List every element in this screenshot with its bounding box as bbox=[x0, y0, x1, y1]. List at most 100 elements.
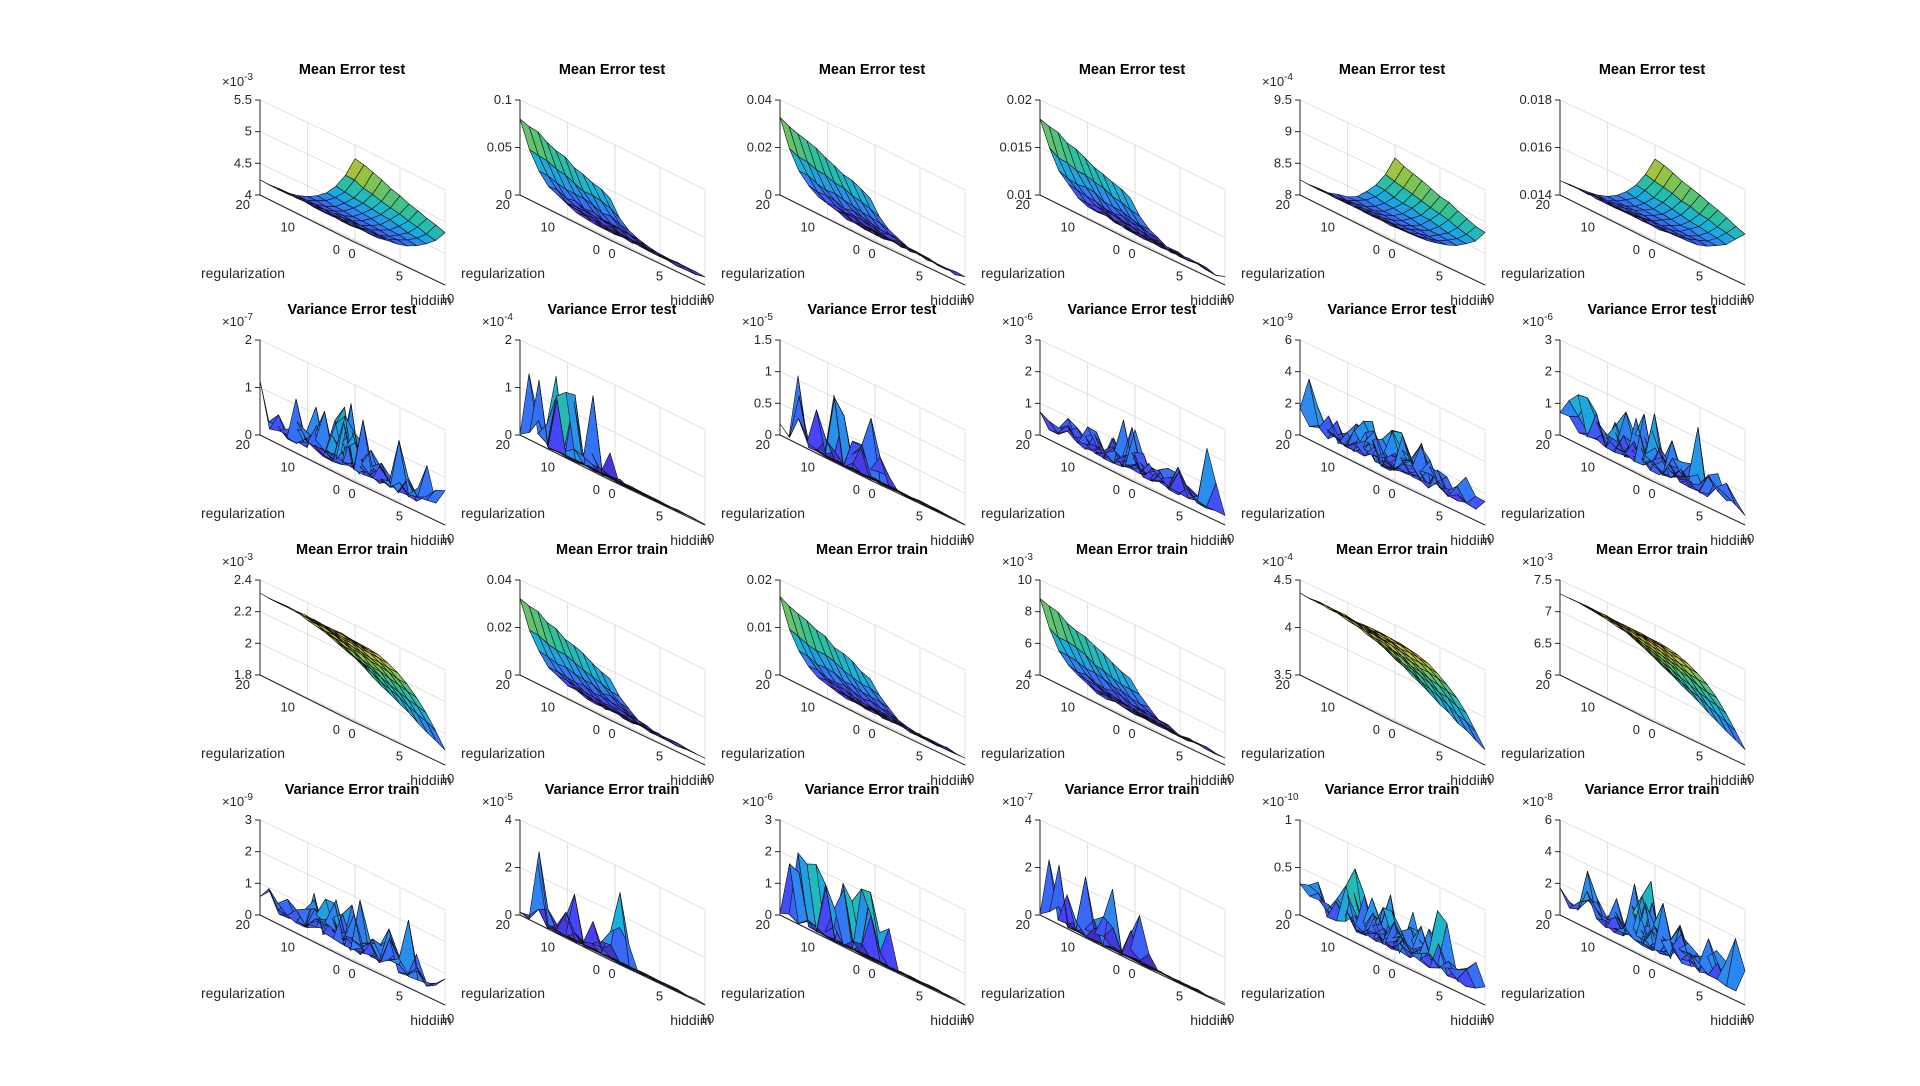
z-tick-label: 3.5 bbox=[1274, 667, 1292, 682]
x-tick-label: 0 bbox=[1128, 246, 1135, 261]
z-tick-label: 8 bbox=[1025, 604, 1032, 619]
surface-chart: 8 8.5 9 9.5 ×10-4 0 5 10 0 10 20 hiddim regularizati… bbox=[1241, 62, 1494, 308]
x-axis-label: hiddim bbox=[670, 772, 711, 788]
chart-title: Mean Error train bbox=[1596, 542, 1708, 558]
x-axis bbox=[869, 479, 966, 526]
z-tick-label: 1 bbox=[765, 875, 772, 890]
chart-title: Mean Error test bbox=[819, 62, 926, 78]
y-axis bbox=[779, 434, 871, 481]
y-tick-label: 10 bbox=[281, 940, 295, 955]
chart-title: Mean Error test bbox=[299, 62, 406, 78]
y-axis-label: regularization bbox=[201, 745, 285, 761]
surface-mesh bbox=[779, 852, 966, 1006]
surface-face bbox=[583, 395, 603, 470]
z-tick-label: 1 bbox=[1025, 395, 1032, 410]
x-axis bbox=[349, 719, 446, 766]
y-axis bbox=[519, 674, 611, 721]
x-tick-label: 5 bbox=[1696, 269, 1703, 284]
x-tick-label: 10 bbox=[1220, 1011, 1234, 1026]
surface-face bbox=[1206, 995, 1226, 1004]
grid-line bbox=[779, 579, 966, 671]
x-tick-label: 10 bbox=[700, 771, 714, 786]
y-tick-label: 0 bbox=[1373, 242, 1380, 257]
surface-mesh bbox=[1039, 118, 1226, 277]
x-tick-label: 5 bbox=[1176, 269, 1183, 284]
grid-line bbox=[519, 579, 706, 671]
surface-face bbox=[1206, 482, 1226, 516]
surface-face bbox=[1716, 483, 1736, 506]
z-exponent-label: ×10-10 bbox=[1262, 792, 1299, 809]
grid-line bbox=[1299, 99, 1486, 191]
y-tick-label: 20 bbox=[756, 677, 770, 692]
z-tick-label: 4 bbox=[1285, 364, 1292, 379]
z-tick-label: 3 bbox=[245, 812, 252, 827]
x-tick-label: 5 bbox=[1176, 509, 1183, 524]
x-tick-label: 0 bbox=[868, 486, 875, 501]
chart-title: Variance Error test bbox=[288, 302, 417, 318]
x-axis bbox=[609, 239, 706, 286]
chart-title: Variance Error train bbox=[285, 782, 420, 798]
surface-mesh bbox=[779, 375, 966, 526]
grid-line bbox=[259, 99, 446, 191]
z-tick-label: 1 bbox=[245, 380, 252, 395]
surface-face bbox=[426, 721, 446, 751]
x-tick-label: 10 bbox=[440, 1011, 454, 1026]
y-tick-label: 10 bbox=[1581, 220, 1595, 235]
z-tick-label: 1 bbox=[505, 380, 512, 395]
x-tick-label: 10 bbox=[700, 291, 714, 306]
x-tick-label: 5 bbox=[1436, 269, 1443, 284]
y-tick-label: 0 bbox=[853, 722, 860, 737]
surface-face bbox=[946, 267, 966, 278]
y-tick-label: 20 bbox=[1276, 197, 1290, 212]
grid-line bbox=[259, 819, 446, 911]
chart-title: Mean Error test bbox=[1079, 62, 1186, 78]
x-axis-label: hiddim bbox=[1710, 532, 1751, 548]
y-axis-label: regularization bbox=[461, 745, 545, 761]
x-tick-label: 0 bbox=[868, 966, 875, 981]
y-tick-label: 0 bbox=[333, 962, 340, 977]
z-tick-label: 2.4 bbox=[234, 572, 252, 587]
x-axis bbox=[1129, 719, 1226, 766]
x-tick-label: 10 bbox=[1480, 291, 1494, 306]
grid-line bbox=[1299, 371, 1486, 463]
chart-title: Variance Error train bbox=[805, 782, 940, 798]
y-tick-label: 10 bbox=[801, 460, 815, 475]
y-tick-label: 10 bbox=[1061, 700, 1075, 715]
grid-line bbox=[1039, 867, 1226, 958]
y-axis bbox=[1039, 194, 1131, 241]
chart-title: Mean Error train bbox=[556, 542, 668, 558]
z-tick-label: 0 bbox=[505, 187, 512, 202]
z-tick-label: 0.04 bbox=[487, 572, 512, 587]
y-tick-label: 0 bbox=[1633, 722, 1640, 737]
y-axis-label: regularization bbox=[201, 985, 285, 1001]
z-tick-label: 2 bbox=[1285, 395, 1292, 410]
z-tick-label: 2 bbox=[1545, 875, 1552, 890]
y-axis bbox=[519, 914, 611, 961]
chart-title: Mean Error test bbox=[1339, 62, 1446, 78]
x-tick-label: 10 bbox=[1740, 291, 1754, 306]
z-tick-label: 0.02 bbox=[747, 572, 772, 587]
y-axis-label: regularization bbox=[981, 985, 1065, 1001]
y-axis bbox=[1299, 914, 1391, 961]
x-tick-label: 10 bbox=[1480, 531, 1494, 546]
surface-face bbox=[426, 978, 446, 987]
z-tick-label: 0 bbox=[1025, 427, 1032, 442]
y-tick-label: 10 bbox=[1061, 220, 1075, 235]
surface-face bbox=[927, 738, 947, 748]
y-axis-label: regularization bbox=[201, 265, 285, 281]
x-tick-label: 5 bbox=[916, 749, 923, 764]
y-axis-label: regularization bbox=[461, 505, 545, 521]
y-tick-label: 0 bbox=[853, 482, 860, 497]
x-axis bbox=[609, 959, 706, 1006]
z-tick-label: 2 bbox=[505, 860, 512, 875]
x-axis-label: hiddim bbox=[670, 1012, 711, 1028]
y-axis-label: regularization bbox=[721, 505, 805, 521]
x-tick-label: 10 bbox=[1740, 1011, 1754, 1026]
z-tick-label: 1 bbox=[1285, 812, 1292, 827]
x-axis bbox=[349, 959, 446, 1006]
y-tick-label: 20 bbox=[1536, 677, 1550, 692]
z-tick-label: 0 bbox=[765, 907, 772, 922]
surface-chart: 3.5 4 4.5 ×10-4 0 5 10 0 10 20 hiddim regularizatio… bbox=[1241, 542, 1494, 788]
x-tick-label: 5 bbox=[916, 509, 923, 524]
y-tick-label: 0 bbox=[1113, 482, 1120, 497]
